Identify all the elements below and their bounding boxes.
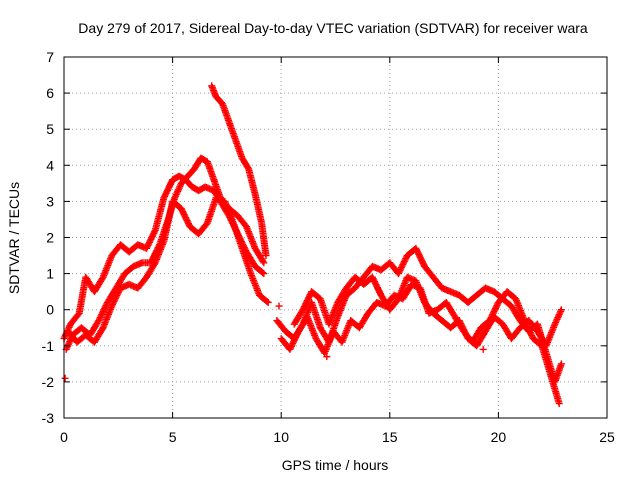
y-tick-label: -1 — [42, 338, 55, 354]
track-f-point — [555, 400, 563, 408]
track-a-point — [260, 270, 268, 278]
y-tick-label: 5 — [46, 121, 54, 137]
track-g-point — [555, 311, 563, 319]
chart-title: Day 279 of 2017, Sidereal Day-to-day VTE… — [78, 20, 588, 36]
track-b-point — [172, 191, 180, 199]
y-tick-label: 0 — [46, 302, 54, 318]
track-d-point — [244, 164, 252, 172]
track-a-point — [61, 331, 69, 339]
track-c-point — [264, 298, 272, 306]
track-b-point — [259, 257, 267, 265]
outliers-point — [323, 353, 331, 361]
track-a-point — [259, 269, 267, 277]
track-b-point — [173, 189, 181, 197]
x-tick-label: 20 — [491, 429, 507, 445]
track-b-point — [66, 337, 74, 345]
track-c-point — [150, 260, 158, 268]
outliers-point — [61, 374, 69, 382]
x-axis-label: GPS time / hours — [282, 457, 389, 473]
track-a-point — [151, 228, 158, 236]
track-c-point — [98, 325, 106, 333]
y-tick-label: -2 — [42, 374, 55, 390]
track-e-point — [557, 360, 565, 368]
track-b-point — [175, 184, 183, 192]
track-g-point — [552, 317, 560, 325]
track-a-point — [61, 333, 69, 341]
x-tick-label: 25 — [599, 429, 615, 445]
track-a-point — [98, 275, 106, 283]
axis-ticks: 0 5 10 15 20 25 -3 -2 -1 0 1 2 3 4 5 6 7 — [42, 49, 615, 445]
outliers-point — [479, 345, 487, 353]
track-a-point — [74, 311, 82, 319]
y-axis-label: SDTVAR / TECUs — [6, 182, 22, 294]
track-g-point — [554, 312, 562, 320]
track-b-point — [260, 259, 268, 267]
track-g-point — [553, 315, 561, 323]
track-g-point — [557, 307, 565, 315]
grid-lines — [64, 57, 607, 418]
y-tick-label: 2 — [46, 230, 54, 246]
track-g-point — [552, 319, 560, 327]
data-points — [60, 82, 565, 408]
track-d-point — [262, 252, 270, 260]
track-b-point — [176, 183, 184, 191]
track-g-point — [554, 314, 562, 322]
track-g-point — [556, 309, 564, 317]
y-tick-label: 7 — [46, 49, 54, 65]
track-b-point — [171, 192, 179, 200]
track-b-point — [64, 341, 72, 349]
track-g-point — [551, 320, 559, 328]
x-tick-label: 0 — [60, 429, 68, 445]
track-b-point — [174, 186, 182, 194]
y-tick-label: 3 — [46, 193, 54, 209]
outliers-point — [275, 302, 283, 310]
x-tick-label: 15 — [382, 429, 398, 445]
track-c-point — [263, 297, 271, 305]
track-g-point — [557, 306, 565, 314]
y-tick-label: -3 — [42, 410, 55, 426]
x-tick-label: 5 — [169, 429, 177, 445]
y-tick-label: 4 — [46, 157, 54, 173]
y-tick-label: 6 — [46, 85, 54, 101]
y-tick-label: 1 — [46, 266, 54, 282]
track-b-point — [174, 187, 182, 195]
x-tick-label: 10 — [273, 429, 289, 445]
